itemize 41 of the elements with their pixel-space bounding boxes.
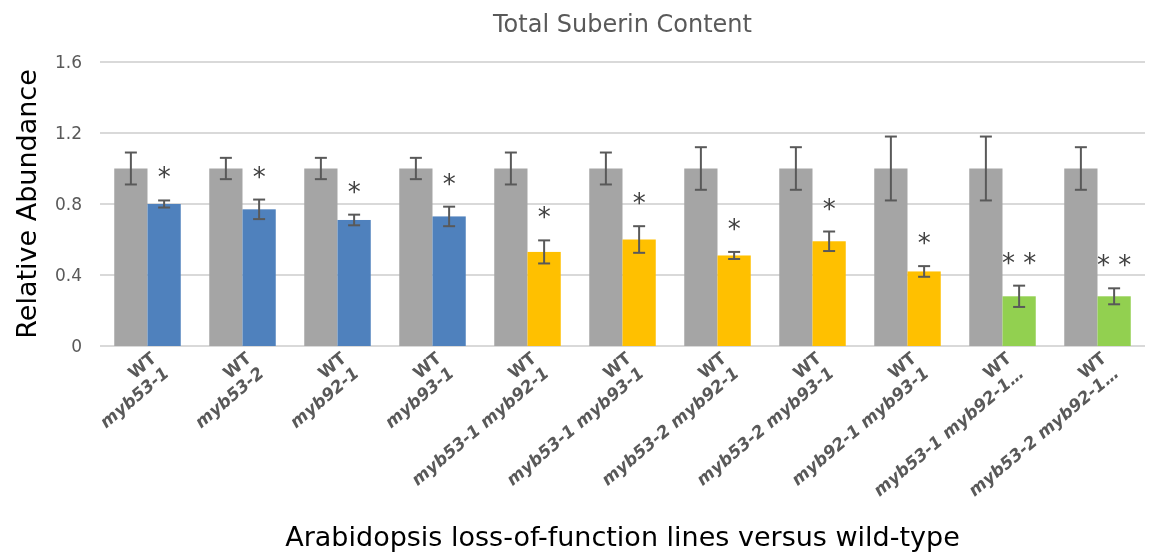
annotation: * * bbox=[1096, 250, 1132, 281]
bar bbox=[907, 271, 941, 346]
bar bbox=[1097, 296, 1131, 346]
bar bbox=[399, 168, 433, 346]
bar bbox=[589, 168, 623, 346]
annotation: * bbox=[252, 161, 266, 192]
bar bbox=[337, 219, 371, 346]
annotation: * bbox=[442, 168, 456, 199]
x-axis-title: Arabidopsis loss-of-function lines versus wild-type bbox=[285, 521, 960, 552]
y-tick-label: 1.2 bbox=[54, 122, 82, 143]
annotation: * bbox=[632, 188, 646, 219]
annotation: * bbox=[157, 162, 171, 193]
bar bbox=[1064, 168, 1098, 346]
bar bbox=[527, 251, 561, 346]
annotation: * bbox=[917, 228, 931, 259]
y-tick-label: 0.8 bbox=[54, 193, 82, 214]
bar bbox=[969, 168, 1003, 346]
annotation: * bbox=[727, 213, 741, 244]
bar bbox=[684, 168, 718, 346]
annotation: * bbox=[822, 193, 836, 224]
annotation: * * bbox=[1001, 247, 1037, 278]
bar bbox=[717, 255, 751, 346]
bar bbox=[209, 168, 243, 346]
bar bbox=[494, 168, 528, 346]
y-tick-label: 0.4 bbox=[54, 264, 82, 285]
chart-title: Total Suberin Content bbox=[492, 10, 752, 38]
bar bbox=[874, 168, 908, 346]
bar bbox=[242, 209, 276, 346]
bar bbox=[304, 168, 338, 346]
y-axis-title: Relative Abundance bbox=[11, 69, 42, 339]
annotation: * bbox=[537, 202, 551, 233]
bar bbox=[779, 168, 813, 346]
y-tick-label: 1.6 bbox=[54, 51, 82, 72]
bar bbox=[812, 241, 846, 346]
bar bbox=[1002, 296, 1036, 346]
bar bbox=[622, 239, 656, 346]
annotation: * bbox=[347, 176, 361, 207]
bar bbox=[147, 204, 181, 346]
bar bbox=[432, 216, 466, 346]
bar bbox=[114, 168, 148, 346]
y-tick-label: 0 bbox=[71, 335, 82, 356]
